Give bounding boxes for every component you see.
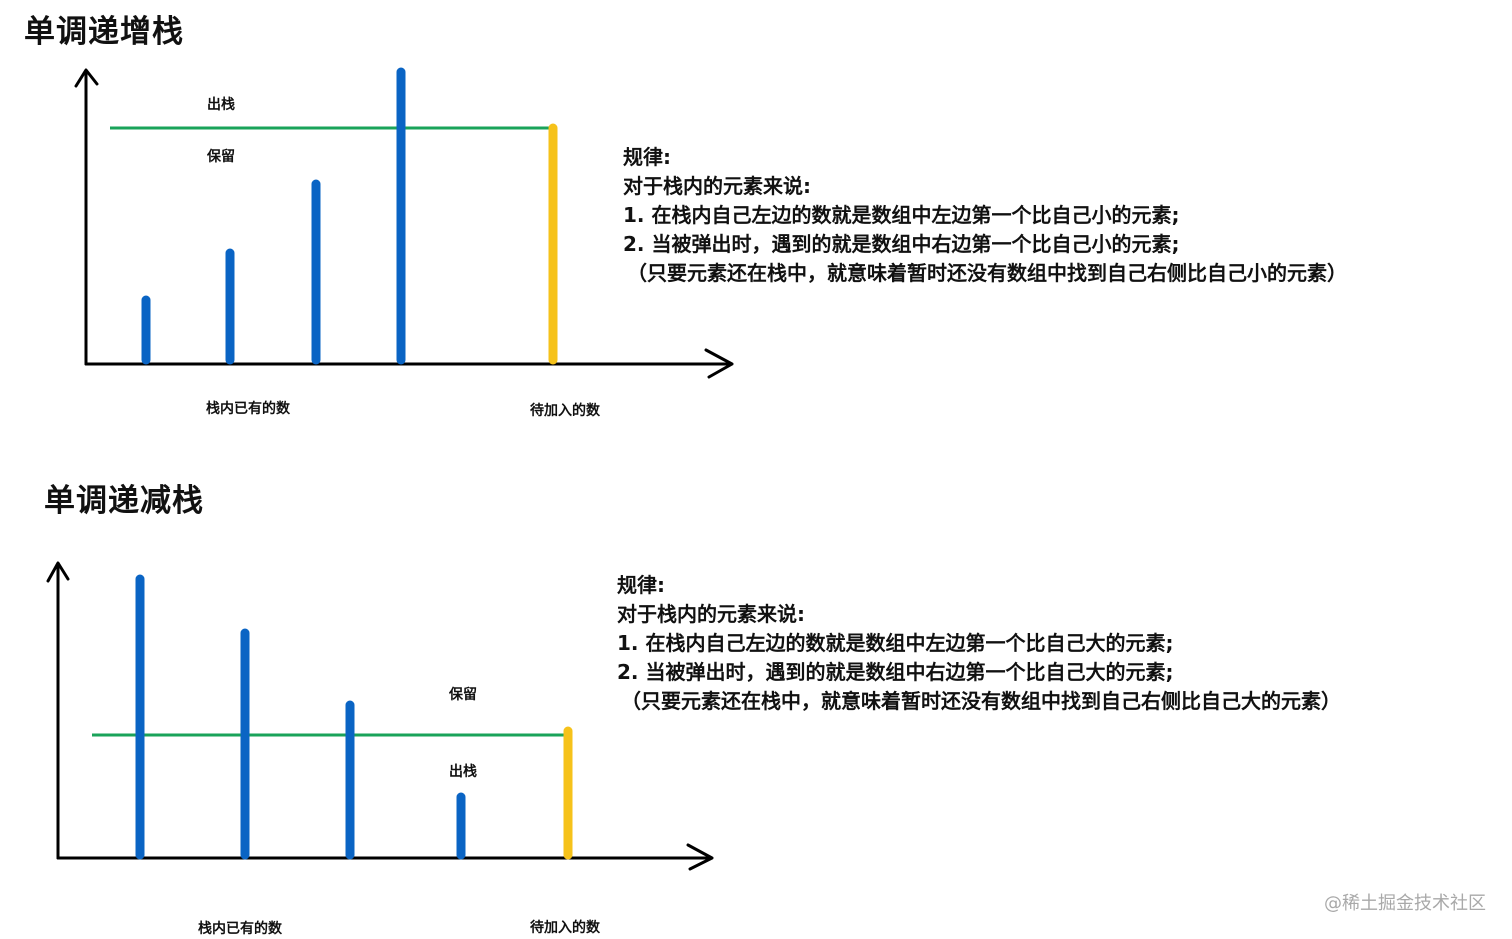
rules-increasing: 规律: 对于栈内的元素来说: 1. 在栈内自己左边的数就是数组中左边第一个比自己…: [623, 143, 1347, 288]
rules-decreasing: 规律: 对于栈内的元素来说: 1. 在栈内自己左边的数就是数组中左边第一个比自己…: [617, 571, 1341, 716]
rules-intro: 对于栈内的元素来说:: [617, 602, 805, 626]
keep-label: 保留: [448, 686, 477, 703]
in-stack-label: 栈内已有的数: [198, 920, 283, 937]
watermark: @稀土掘金技术社区: [1324, 893, 1486, 914]
keep-label: 保留: [206, 148, 235, 165]
rule-1: 1. 在栈内自己左边的数就是数组中左边第一个比自己大的元素;: [617, 631, 1174, 655]
increasing-stack-diagram: 出栈 保留 栈内已有的数 待加入的数: [74, 67, 734, 419]
rule-2: 2. 当被弹出时，遇到的就是数组中右边第一个比自己大的元素;: [617, 660, 1174, 684]
pop-label: 出栈: [449, 763, 477, 780]
rules-heading: 规律:: [617, 573, 665, 597]
section-title-increasing: 单调递增栈: [24, 14, 184, 50]
incoming-label: 待加入的数: [530, 402, 601, 419]
y-axis-arrow: [46, 561, 70, 860]
rule-2: 2. 当被弹出时，遇到的就是数组中右边第一个比自己小的元素;: [623, 232, 1180, 256]
rule-1: 1. 在栈内自己左边的数就是数组中左边第一个比自己小的元素;: [623, 203, 1180, 227]
decreasing-stack-diagram: 保留 出栈 栈内已有的数 待加入的数: [46, 561, 714, 937]
section-title-decreasing: 单调递减栈: [44, 483, 204, 519]
incoming-label: 待加入的数: [530, 919, 601, 936]
pop-label: 出栈: [207, 96, 235, 113]
x-axis-arrow: [56, 843, 714, 871]
rule-note: （只要元素还在栈中，就意味着暂时还没有数组中找到自己右侧比自己大的元素）: [621, 689, 1341, 713]
rule-note: （只要元素还在栈中，就意味着暂时还没有数组中找到自己右侧比自己小的元素）: [627, 261, 1347, 285]
y-axis-arrow: [74, 68, 99, 366]
in-stack-label: 栈内已有的数: [206, 400, 291, 417]
x-axis-arrow: [84, 348, 734, 379]
rules-heading: 规律:: [623, 145, 671, 169]
rules-intro: 对于栈内的元素来说:: [623, 174, 811, 198]
